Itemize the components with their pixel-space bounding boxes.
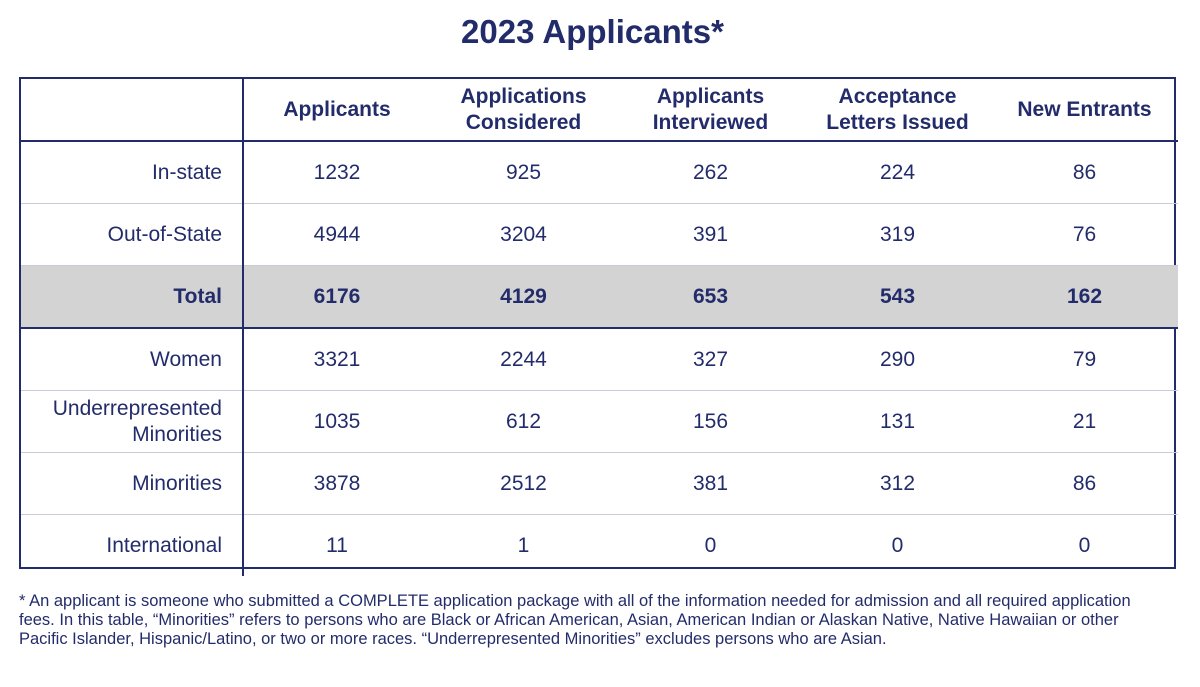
table-row: Women 3321 2244 327 290 79 — [21, 328, 1178, 391]
table-cell: 3878 — [243, 452, 430, 515]
row-label: Out-of-State — [21, 203, 244, 266]
table-cell: 224 — [804, 141, 991, 204]
table-cell: 0 — [1078, 533, 1091, 557]
header-applicants-interviewed: Applicants Interviewed — [617, 79, 804, 142]
row-label: Underrepresented Minorities — [21, 390, 244, 453]
table-cell: 0 — [891, 533, 904, 557]
header-row: Applicants Applications Considered Appli… — [21, 79, 1178, 142]
table-cell: 11 — [326, 533, 348, 557]
table-cell: 925 — [430, 141, 617, 204]
header-acceptance-letters-issued: Acceptance Letters Issued — [804, 79, 991, 142]
table-cell: 1035 — [243, 390, 430, 453]
table-cell: 312 — [804, 452, 991, 515]
table-cell: 131 — [804, 390, 991, 453]
table-cell: 290 — [804, 328, 991, 391]
header-corner — [21, 79, 244, 142]
header-applicants: Applicants — [243, 79, 430, 142]
table-row: Underrepresented Minorities 1035 612 156… — [21, 390, 1178, 453]
applicants-table-container: Applicants Applications Considered Appli… — [19, 77, 1178, 576]
header-new-entrants: New Entrants — [991, 79, 1178, 142]
table-cell: 381 — [617, 452, 804, 515]
row-label: Total — [21, 265, 244, 329]
table-row: Minorities 3878 2512 381 312 86 — [21, 452, 1178, 515]
table-cell: 4129 — [430, 265, 617, 329]
header-applications-considered: Applications Considered — [430, 79, 617, 142]
table-cell: 162 — [991, 265, 1178, 329]
table-cell: 2512 — [430, 452, 617, 515]
footnote: * An applicant is someone who submitted … — [19, 592, 1131, 648]
row-label: In-state — [21, 141, 244, 204]
table-cell: 2244 — [430, 328, 617, 391]
table-row: Out-of-State 4944 3204 391 319 76 — [21, 203, 1178, 266]
table-cell: 319 — [804, 203, 991, 266]
table-cell: 327 — [617, 328, 804, 391]
table-cell: 3204 — [430, 203, 617, 266]
table-cell: 79 — [991, 328, 1178, 391]
table-cell: 76 — [991, 203, 1178, 266]
table-cell: 156 — [617, 390, 804, 453]
table-cell: 86 — [991, 141, 1178, 204]
total-row: Total 6176 4129 653 543 162 — [21, 265, 1178, 329]
table-cell: 262 — [617, 141, 804, 204]
table-cell: 612 — [430, 390, 617, 453]
table-row: International 11 1 0 0 0 — [21, 514, 1178, 576]
table-cell: 21 — [991, 390, 1178, 453]
row-label: Women — [21, 328, 244, 391]
applicants-table: Applicants Applications Considered Appli… — [21, 79, 1178, 576]
table-cell: 3321 — [243, 328, 430, 391]
row-label: Minorities — [21, 452, 244, 515]
table-cell: 653 — [617, 265, 804, 329]
table-cell: 391 — [617, 203, 804, 266]
table-cell: 1232 — [243, 141, 430, 204]
table-cell: 4944 — [243, 203, 430, 266]
table-cell: 543 — [804, 265, 991, 329]
table-cell: 1 — [517, 533, 530, 557]
page-title: 2023 Applicants* — [461, 13, 724, 50]
row-label: International — [21, 514, 244, 576]
table-cell: 86 — [991, 452, 1178, 515]
table-row: In-state 1232 925 262 224 86 — [21, 141, 1178, 204]
table-cell: 0 — [704, 533, 717, 557]
table-cell: 6176 — [243, 265, 430, 329]
